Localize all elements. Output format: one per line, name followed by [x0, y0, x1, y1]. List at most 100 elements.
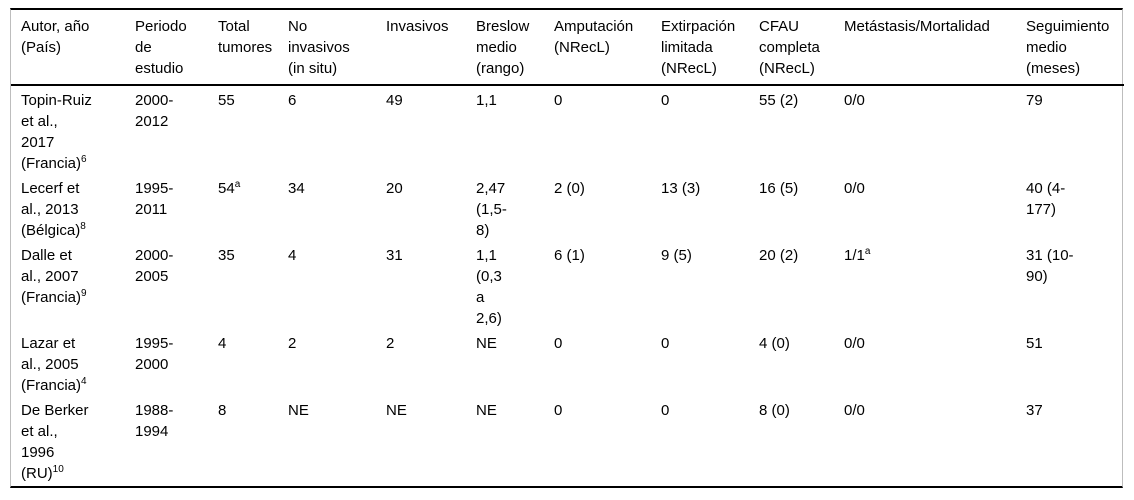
cell-text: 0/0	[844, 92, 865, 109]
cell-metastasis: 1/1a	[844, 241, 1026, 329]
cell-breslow: 1,1 (0,3 a 2,6)	[476, 247, 502, 327]
col-header-cfau: CFAU completa (NRecL)	[759, 10, 844, 86]
cell-text: 0/0	[844, 180, 865, 197]
cell-breslow: NE	[476, 402, 497, 419]
col-header-label: Extirpación limitada (NRecL)	[661, 18, 736, 77]
cell-autor: Lecerf et al., 2013 (Bélgica)8	[11, 174, 135, 241]
col-header-extirpacion: Extirpación limitada (NRecL)	[661, 10, 759, 86]
cell-periodo: 1988-1994	[135, 402, 174, 440]
cell-invasivos: 2	[386, 335, 395, 352]
cell-cfau: 4 (0)	[759, 335, 790, 352]
reference-superscript: 4	[81, 376, 87, 387]
cell-extirpacion: 13 (3)	[661, 180, 701, 197]
cell-cfau: 8 (0)	[759, 402, 790, 419]
cell-extirpacion: 0	[661, 335, 670, 352]
table-row: Dalle et al., 2007 (Francia)9 2000-2005 …	[11, 241, 1124, 329]
cell-no-invasivos: 34	[288, 180, 305, 197]
cell-metastasis: 0/0	[844, 329, 1026, 396]
col-header-label: Breslow medio (rango)	[476, 18, 530, 77]
footnote-superscript: a	[234, 179, 241, 190]
cell-amputacion: 0	[554, 92, 563, 109]
studies-table-container: Autor, año (País) Periodo de estudio Tot…	[10, 8, 1124, 488]
cell-breslow: NE	[476, 335, 497, 352]
col-header-label: Amputación (NRecL)	[554, 18, 634, 56]
cell-text: 0/0	[844, 402, 865, 419]
cell-extirpacion: 0	[661, 92, 670, 109]
col-header-label: Seguimiento medio (meses)	[1026, 18, 1110, 77]
cell-text: 4	[218, 335, 227, 352]
cell-extirpacion: 0	[661, 402, 670, 419]
reference-superscript: 9	[81, 288, 87, 299]
cell-periodo: 1995-2000	[135, 335, 174, 373]
cell-total-tumores: 8	[218, 396, 288, 486]
cell-cfau: 20 (2)	[759, 247, 799, 264]
cell-metastasis: 0/0	[844, 396, 1026, 486]
table-header: Autor, año (País) Periodo de estudio Tot…	[11, 10, 1124, 86]
author-text: Lecerf et al., 2013 (Bélgica)	[21, 180, 81, 239]
col-header-autor: Autor, año (País)	[11, 10, 135, 86]
table-row: Topin-Ruiz et al., 2017 (Francia)6 2000-…	[11, 85, 1124, 174]
cell-metastasis: 0/0	[844, 85, 1026, 174]
col-header-label: Total tumores	[218, 18, 273, 56]
cell-amputacion: 0	[554, 402, 563, 419]
studies-comparison-table: Autor, año (País) Periodo de estudio Tot…	[11, 10, 1124, 486]
author-text: Topin-Ruiz et al., 2017 (Francia)	[21, 92, 92, 172]
author-text: De Berker et al., 1996 (RU)	[21, 402, 89, 482]
cell-autor: Lazar et al., 2005 (Francia)4	[11, 329, 135, 396]
footnote-superscript: a	[864, 246, 871, 257]
author-text: Lazar et al., 2005 (Francia)	[21, 335, 82, 394]
cell-total-tumores: 55	[218, 85, 288, 174]
cell-periodo: 2000-2005	[135, 247, 174, 285]
cell-invasivos: 31	[386, 247, 403, 264]
reference-superscript: 8	[80, 221, 86, 232]
col-header-label: Metástasis/Mortalidad	[844, 18, 990, 35]
page: Autor, año (País) Periodo de estudio Tot…	[0, 8, 1134, 500]
cell-no-invasivos: 6	[288, 92, 297, 109]
col-header-periodo: Periodo de estudio	[135, 10, 218, 86]
cell-total-tumores: 4	[218, 329, 288, 396]
cell-text: 35	[218, 247, 235, 264]
cell-no-invasivos: 4	[288, 247, 297, 264]
cell-amputacion: 0	[554, 335, 563, 352]
cell-seguimiento: 37	[1026, 402, 1043, 419]
col-header-label: No invasivos (in situ)	[288, 18, 350, 77]
cell-seguimiento: 79	[1026, 92, 1043, 109]
header-row: Autor, año (País) Periodo de estudio Tot…	[11, 10, 1124, 86]
col-header-label: Invasivos	[386, 18, 449, 35]
col-header-amputacion: Amputación (NRecL)	[554, 10, 661, 86]
col-header-invasivos: Invasivos	[386, 10, 476, 86]
col-header-label: CFAU completa (NRecL)	[759, 18, 820, 77]
cell-cfau: 16 (5)	[759, 180, 799, 197]
cell-extirpacion: 9 (5)	[661, 247, 692, 264]
table-row: De Berker et al., 1996 (RU)10 1988-1994 …	[11, 396, 1124, 486]
reference-superscript: 6	[81, 154, 87, 165]
cell-periodo: 1995-2011	[135, 180, 174, 218]
author-text: Dalle et al., 2007 (Francia)	[21, 247, 82, 306]
cell-breslow: 1,1	[476, 92, 497, 109]
cell-seguimiento: 31 (10-90)	[1026, 247, 1074, 285]
table-body: Topin-Ruiz et al., 2017 (Francia)6 2000-…	[11, 85, 1124, 486]
reference-superscript: 10	[52, 464, 64, 475]
cell-seguimiento: 51	[1026, 335, 1043, 352]
cell-invasivos: 49	[386, 92, 403, 109]
cell-autor: Topin-Ruiz et al., 2017 (Francia)6	[11, 85, 135, 174]
cell-periodo: 2000-2012	[135, 92, 174, 130]
cell-text: 1/1	[844, 247, 865, 264]
cell-amputacion: 6 (1)	[554, 247, 585, 264]
cell-no-invasivos: 2	[288, 335, 297, 352]
cell-metastasis: 0/0	[844, 174, 1026, 241]
cell-breslow: 2,47 (1,5-8)	[476, 180, 507, 239]
cell-invasivos: NE	[386, 402, 407, 419]
col-header-breslow: Breslow medio (rango)	[476, 10, 554, 86]
col-header-metastasis: Metástasis/Mortalidad	[844, 10, 1026, 86]
cell-autor: De Berker et al., 1996 (RU)10	[11, 396, 135, 486]
cell-text: 55	[218, 92, 235, 109]
table-row: Lazar et al., 2005 (Francia)4 1995-2000 …	[11, 329, 1124, 396]
cell-text: 8	[218, 402, 227, 419]
table-row: Lecerf et al., 2013 (Bélgica)8 1995-2011…	[11, 174, 1124, 241]
cell-text: 54	[218, 180, 235, 197]
cell-total-tumores: 54a	[218, 174, 288, 241]
cell-seguimiento: 40 (4-177)	[1026, 180, 1066, 218]
cell-amputacion: 2 (0)	[554, 180, 585, 197]
cell-autor: Dalle et al., 2007 (Francia)9	[11, 241, 135, 329]
